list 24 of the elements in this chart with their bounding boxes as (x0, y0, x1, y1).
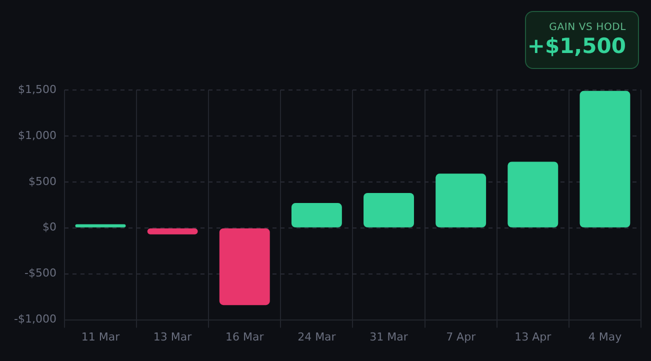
x-tick-label: 24 Mar (298, 330, 336, 344)
bar (75, 224, 126, 228)
x-tick-label: 13 Mar (153, 330, 192, 344)
y-tick-label: $1,000 (18, 128, 56, 142)
x-tick-label: 11 Mar (81, 330, 120, 344)
bar (580, 90, 630, 228)
bar (219, 228, 270, 306)
bar (508, 162, 558, 228)
text: GAIN VS HODL (548, 22, 626, 33)
text: +$1,500 (526, 34, 626, 58)
bar (291, 203, 342, 228)
y-tick-label: $1,500 (18, 82, 56, 96)
x-tick-label: 13 Apr (514, 330, 552, 344)
y-tick-label: $500 (28, 174, 56, 188)
y-tick-label: $0 (42, 220, 56, 234)
x-tick-label: 7 Apr (446, 330, 476, 344)
x-tick-label: 31 Mar (370, 330, 408, 344)
bar (436, 174, 486, 228)
x-tick-label: 4 May (588, 330, 622, 344)
x-tick-label: 16 Mar (226, 330, 264, 344)
bar (364, 192, 414, 228)
y-tick-label: -$500 (24, 266, 56, 280)
bar (147, 228, 198, 234)
y-tick-label: -$1,000 (14, 312, 56, 326)
